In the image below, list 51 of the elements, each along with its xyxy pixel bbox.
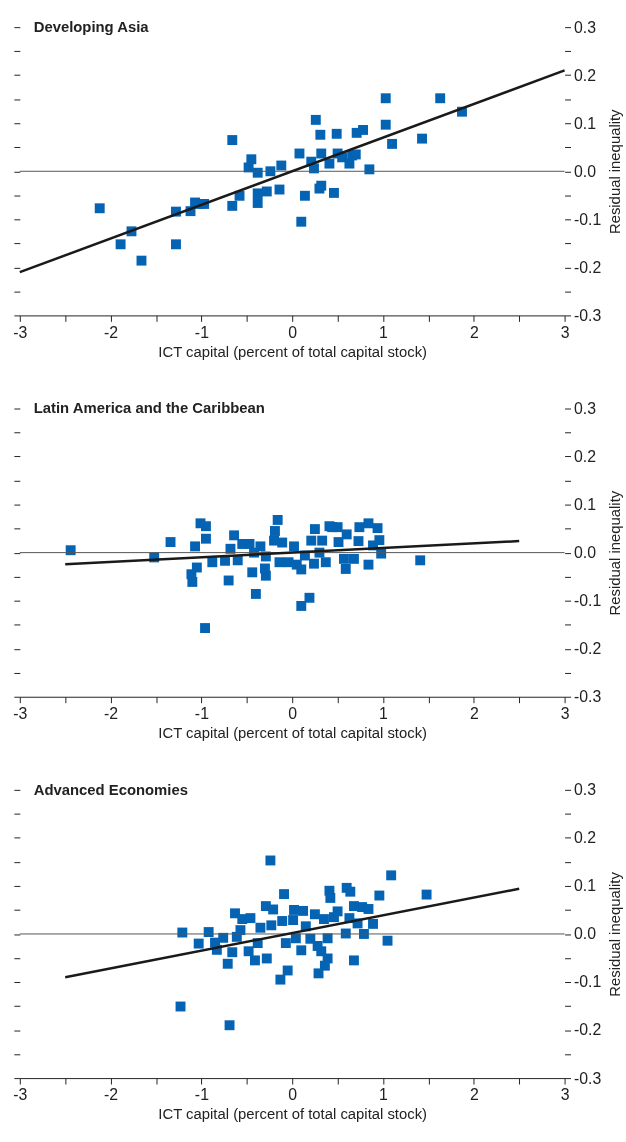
y-tick-label: 0.1 bbox=[574, 496, 597, 514]
x-tick-label: 2 bbox=[469, 1086, 479, 1104]
chart-title: Advanced Economies bbox=[33, 781, 188, 798]
x-tick-label: -1 bbox=[194, 1086, 210, 1104]
chart-title: Developing Asia bbox=[33, 19, 150, 36]
x-tick-label: 0 bbox=[288, 1086, 298, 1104]
y-tick-label: -0.1 bbox=[574, 210, 602, 228]
y-tick-label: 0.0 bbox=[574, 544, 597, 562]
x-tick-label: -2 bbox=[104, 705, 119, 723]
x-tick-label: 1 bbox=[379, 323, 389, 341]
y-axis-title: Residual inequality bbox=[606, 108, 623, 235]
x-tick-label: 3 bbox=[560, 323, 570, 341]
x-tick-label: -3 bbox=[13, 705, 28, 723]
x-tick-label: -1 bbox=[194, 323, 210, 341]
y-tick-label: 0.1 bbox=[574, 114, 597, 132]
x-axis-title: ICT capital (percent of total capital stock) bbox=[158, 724, 428, 741]
y-tick-label: 0.2 bbox=[574, 66, 597, 84]
y-tick-label: -0.2 bbox=[574, 640, 602, 658]
y-tick-label: -0.3 bbox=[574, 688, 602, 706]
x-axis-title: ICT capital (percent of total capital stock) bbox=[158, 343, 428, 360]
x-tick-label: 0 bbox=[288, 705, 298, 723]
x-tick-label: -2 bbox=[104, 1086, 119, 1104]
x-tick-label: 2 bbox=[469, 705, 479, 723]
y-axis-title: Residual inequality bbox=[606, 490, 623, 616]
y-tick-label: -0.1 bbox=[574, 973, 602, 991]
x-tick-label: -3 bbox=[13, 1086, 28, 1104]
y-tick-label: 0.0 bbox=[574, 925, 597, 943]
x-tick-label: 0 bbox=[288, 323, 298, 341]
y-tick-label: 0.2 bbox=[574, 447, 597, 465]
x-tick-label: 3 bbox=[560, 705, 570, 723]
x-tick-label: 2 bbox=[469, 323, 479, 341]
y-tick-label: 0.3 bbox=[574, 399, 597, 417]
y-tick-label: 0.3 bbox=[574, 18, 597, 36]
x-tick-label: 1 bbox=[379, 1086, 389, 1104]
y-tick-label: 0.1 bbox=[574, 877, 597, 895]
x-tick-label: -2 bbox=[104, 323, 119, 341]
y-axis-title: Residual inequality bbox=[606, 871, 623, 997]
x-axis-title: ICT capital (percent of total capital stock) bbox=[158, 1106, 428, 1123]
x-tick-label: 1 bbox=[379, 705, 389, 723]
chart-title: Latin America and the Caribbean bbox=[33, 400, 265, 417]
y-tick-label: -0.3 bbox=[574, 306, 602, 324]
x-tick-label: -3 bbox=[13, 323, 28, 341]
x-tick-label: -1 bbox=[194, 705, 210, 723]
x-tick-label: 3 bbox=[560, 1086, 570, 1104]
y-tick-label: -0.2 bbox=[574, 258, 602, 276]
y-tick-label: 0.3 bbox=[574, 781, 597, 799]
y-tick-label: 0.2 bbox=[574, 829, 597, 847]
y-tick-label: -0.2 bbox=[574, 1021, 602, 1039]
y-tick-label: -0.3 bbox=[574, 1069, 602, 1087]
y-tick-label: 0.0 bbox=[574, 162, 597, 180]
y-tick-label: -0.1 bbox=[574, 592, 602, 610]
